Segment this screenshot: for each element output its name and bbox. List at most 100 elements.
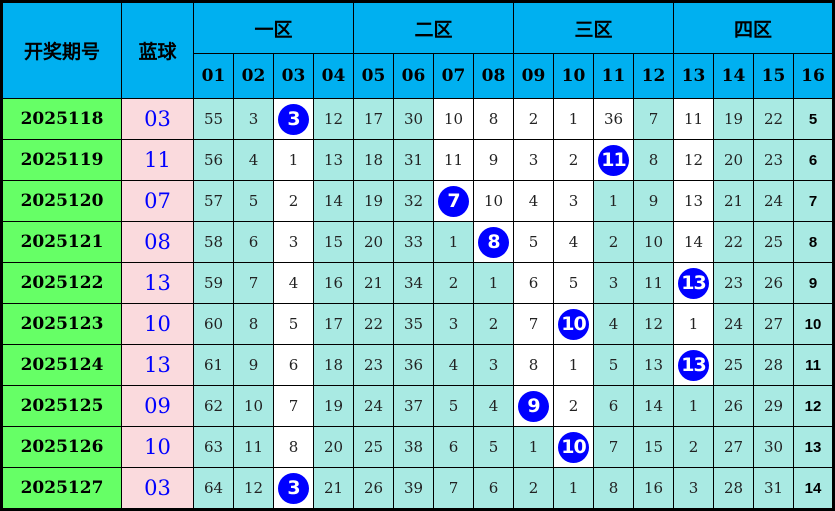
omission-cell: 5 (593, 344, 634, 386)
blue-ball-header: 蓝球 (121, 1, 194, 99)
table-row: 2025126 10 63 11 8 20 25 38 6 5 1 10 7 15 2 27 30 13 (1, 426, 834, 468)
hit-cell: 7 (433, 180, 474, 222)
omission-cell: 22 (353, 303, 394, 345)
omission-cell: 17 (313, 303, 354, 345)
omission-cell: 5 (233, 180, 274, 222)
omission-cell: 3 (473, 344, 514, 386)
table-row: 2025125 09 62 10 7 19 24 37 5 4 9 2 6 14 1 26 29 12 (1, 385, 834, 427)
omission-cell: 6 (433, 426, 474, 468)
omission-cell: 24 (753, 180, 794, 222)
omission-cell: 55 (193, 98, 234, 140)
omission-cell: 1 (673, 303, 714, 345)
omission-cell: 10 (793, 303, 834, 345)
blue-ball-cell: 07 (121, 180, 194, 222)
column-header: 03 (273, 53, 314, 99)
hit-cell: 3 (273, 467, 314, 510)
omission-cell: 12 (313, 98, 354, 140)
omission-cell: 24 (353, 385, 394, 427)
omission-cell: 15 (633, 426, 674, 468)
blue-ball-cell: 09 (121, 385, 194, 427)
hit-ball: 10 (558, 431, 589, 463)
omission-cell: 9 (233, 344, 274, 386)
omission-cell: 1 (433, 221, 474, 263)
hit-ball: 3 (278, 472, 309, 504)
table-row: 2025119 11 56 4 1 13 18 31 11 9 3 2 11 8 12 20 23 6 (1, 139, 834, 181)
blue-ball-cell: 11 (121, 139, 194, 181)
omission-cell: 5 (433, 385, 474, 427)
column-header: 08 (473, 53, 514, 99)
omission-cell: 31 (393, 139, 434, 181)
omission-cell: 1 (553, 467, 594, 510)
omission-cell: 2 (273, 180, 314, 222)
omission-cell: 39 (393, 467, 434, 510)
omission-cell: 36 (393, 344, 434, 386)
omission-cell: 3 (233, 98, 274, 140)
column-header: 09 (513, 53, 554, 99)
omission-cell: 58 (193, 221, 234, 263)
column-header: 05 (353, 53, 394, 99)
omission-cell: 14 (633, 385, 674, 427)
column-header: 16 (793, 53, 834, 99)
omission-cell: 16 (633, 467, 674, 510)
omission-cell: 27 (713, 426, 754, 468)
omission-cell: 10 (433, 98, 474, 140)
omission-cell: 7 (593, 426, 634, 468)
period-cell: 2025127 (1, 467, 122, 510)
omission-cell: 10 (473, 180, 514, 222)
hit-cell: 8 (473, 221, 514, 263)
omission-cell: 31 (753, 467, 794, 510)
omission-cell: 2 (553, 139, 594, 181)
omission-cell: 23 (353, 344, 394, 386)
omission-cell: 25 (713, 344, 754, 386)
omission-cell: 13 (313, 139, 354, 181)
omission-cell: 14 (313, 180, 354, 222)
omission-cell: 2 (513, 98, 554, 140)
omission-cell: 29 (753, 385, 794, 427)
omission-cell: 25 (753, 221, 794, 263)
omission-cell: 19 (313, 385, 354, 427)
hit-cell: 11 (593, 139, 634, 181)
omission-cell: 6 (233, 221, 274, 263)
hit-ball: 3 (278, 103, 309, 135)
omission-cell: 22 (713, 221, 754, 263)
omission-cell: 38 (393, 426, 434, 468)
omission-cell: 6 (513, 262, 554, 304)
period-cell: 2025124 (1, 344, 122, 386)
omission-cell: 1 (673, 385, 714, 427)
period-cell: 2025120 (1, 180, 122, 222)
hit-cell: 9 (513, 385, 554, 427)
omission-cell: 64 (193, 467, 234, 510)
table-row: 2025120 07 57 5 2 14 19 32 7 10 4 3 1 9 13 21 24 7 (1, 180, 834, 222)
omission-cell: 12 (233, 467, 274, 510)
omission-cell: 8 (233, 303, 274, 345)
column-header: 14 (713, 53, 754, 99)
omission-cell: 18 (313, 344, 354, 386)
omission-cell: 7 (633, 98, 674, 140)
blue-ball-cell: 08 (121, 221, 194, 263)
blue-ball-cell: 13 (121, 262, 194, 304)
omission-cell: 34 (393, 262, 434, 304)
column-header: 07 (433, 53, 474, 99)
hit-ball: 10 (558, 308, 589, 340)
table-row: 2025124 13 61 9 6 18 23 36 4 3 8 1 5 13 13 25 28 11 (1, 344, 834, 386)
omission-cell: 10 (233, 385, 274, 427)
omission-cell: 8 (273, 426, 314, 468)
omission-cell: 3 (673, 467, 714, 510)
omission-cell: 6 (473, 467, 514, 510)
omission-cell: 22 (753, 98, 794, 140)
omission-cell: 5 (473, 426, 514, 468)
omission-cell: 2 (513, 467, 554, 510)
omission-cell: 1 (513, 426, 554, 468)
table-row: 2025118 03 55 3 3 12 17 30 10 8 2 1 36 7 11 19 22 5 (1, 98, 834, 140)
omission-cell: 1 (473, 262, 514, 304)
hit-ball: 7 (438, 185, 469, 217)
period-cell: 2025118 (1, 98, 122, 140)
omission-cell: 6 (793, 139, 834, 181)
omission-cell: 5 (273, 303, 314, 345)
omission-cell: 6 (593, 385, 634, 427)
omission-cell: 8 (513, 344, 554, 386)
omission-cell: 5 (553, 262, 594, 304)
omission-cell: 56 (193, 139, 234, 181)
hit-cell: 10 (553, 303, 594, 345)
omission-cell: 3 (273, 221, 314, 263)
